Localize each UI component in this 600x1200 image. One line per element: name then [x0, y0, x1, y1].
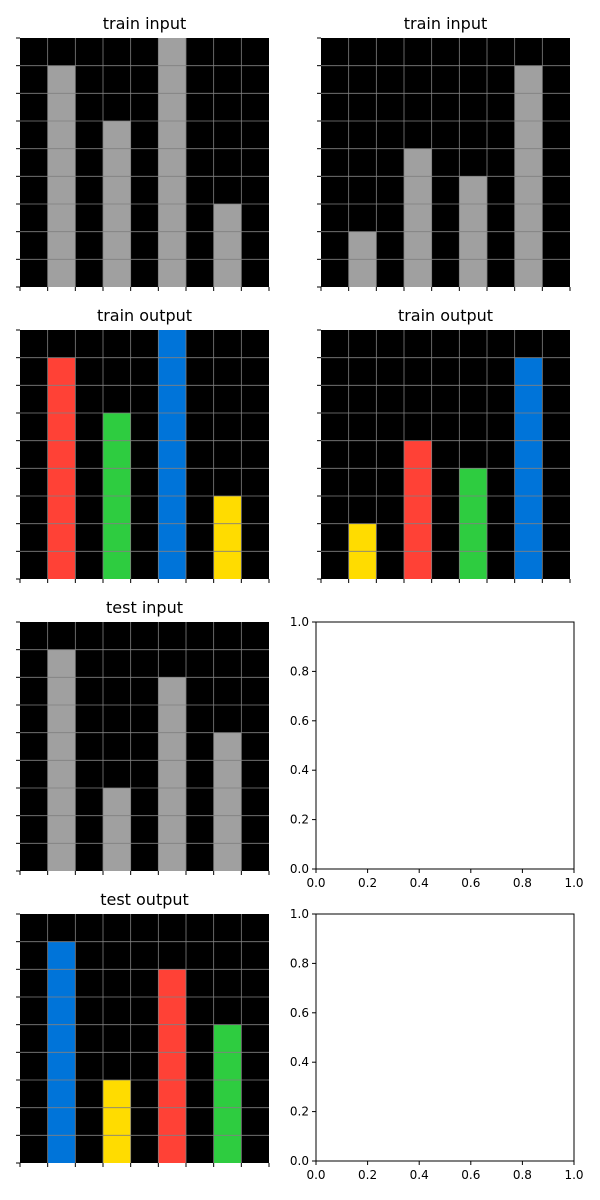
panel-train-input: train input — [317, 14, 571, 291]
bar-gray — [103, 788, 131, 871]
x-tick-label: 0.0 — [306, 1168, 325, 1182]
panel-train-output: train output — [317, 306, 571, 583]
bar-green — [213, 1024, 242, 1163]
y-tick-label: 0.4 — [290, 763, 309, 777]
bar-yellow — [213, 496, 242, 579]
bar-blue — [158, 330, 186, 579]
panel-test-output: test output — [16, 890, 270, 1167]
panel-train-input: train input — [16, 14, 270, 291]
bar-gray — [213, 732, 242, 871]
panel-train-output: train output — [16, 306, 270, 583]
x-tick-label: 1.0 — [564, 876, 583, 890]
panel-title: test input — [106, 598, 183, 617]
panel-title: train input — [103, 14, 186, 33]
x-tick-label: 1.0 — [564, 1168, 583, 1182]
y-tick-label: 0.8 — [290, 664, 309, 678]
bar-red — [158, 969, 186, 1163]
y-tick-label: 1.0 — [290, 907, 309, 921]
x-tick-label: 0.8 — [513, 876, 532, 890]
bar-gray — [213, 204, 242, 287]
y-tick-label: 0.2 — [290, 1105, 309, 1119]
bar-gray — [404, 148, 432, 287]
axes-frame — [315, 913, 575, 1162]
empty-axes: 0.00.0 0.2 0.2 0.4 0.4 0.6 0.6 0.8 0.8 1.0 1.0 — [290, 615, 584, 890]
bar-gray — [158, 38, 186, 287]
x-tick-label: 0.6 — [461, 1168, 480, 1182]
y-tick-label: 0.0 — [290, 862, 309, 876]
panel-title: train input — [404, 14, 487, 33]
bar-yellow — [103, 1080, 131, 1163]
x-tick-label: 0.4 — [410, 876, 429, 890]
empty-axes: 0.00.0 0.2 0.2 0.4 0.4 0.6 0.6 0.8 0.8 1.0 1.0 — [290, 907, 584, 1182]
panel-title: train output — [398, 306, 493, 325]
y-tick-label: 1.0 — [290, 615, 309, 629]
axes-frame — [315, 621, 575, 870]
x-tick-label: 0.4 — [410, 1168, 429, 1182]
panel-title: test output — [100, 890, 189, 909]
y-tick-label: 0.0 — [290, 1154, 309, 1168]
y-tick-label: 0.4 — [290, 1055, 309, 1069]
x-tick-label: 0.2 — [358, 1168, 377, 1182]
y-tick-label: 0.2 — [290, 813, 309, 827]
panel-title: train output — [97, 306, 192, 325]
x-tick-label: 0.2 — [358, 876, 377, 890]
x-tick-label: 0.6 — [461, 876, 480, 890]
bar-gray — [158, 677, 186, 871]
y-tick-label: 0.8 — [290, 956, 309, 970]
panel-test-input: test input — [16, 598, 270, 875]
x-tick-label: 0.0 — [306, 876, 325, 890]
bar-red — [404, 440, 432, 579]
x-tick-label: 0.8 — [513, 1168, 532, 1182]
y-tick-label: 0.6 — [290, 1006, 309, 1020]
y-tick-label: 0.6 — [290, 714, 309, 728]
